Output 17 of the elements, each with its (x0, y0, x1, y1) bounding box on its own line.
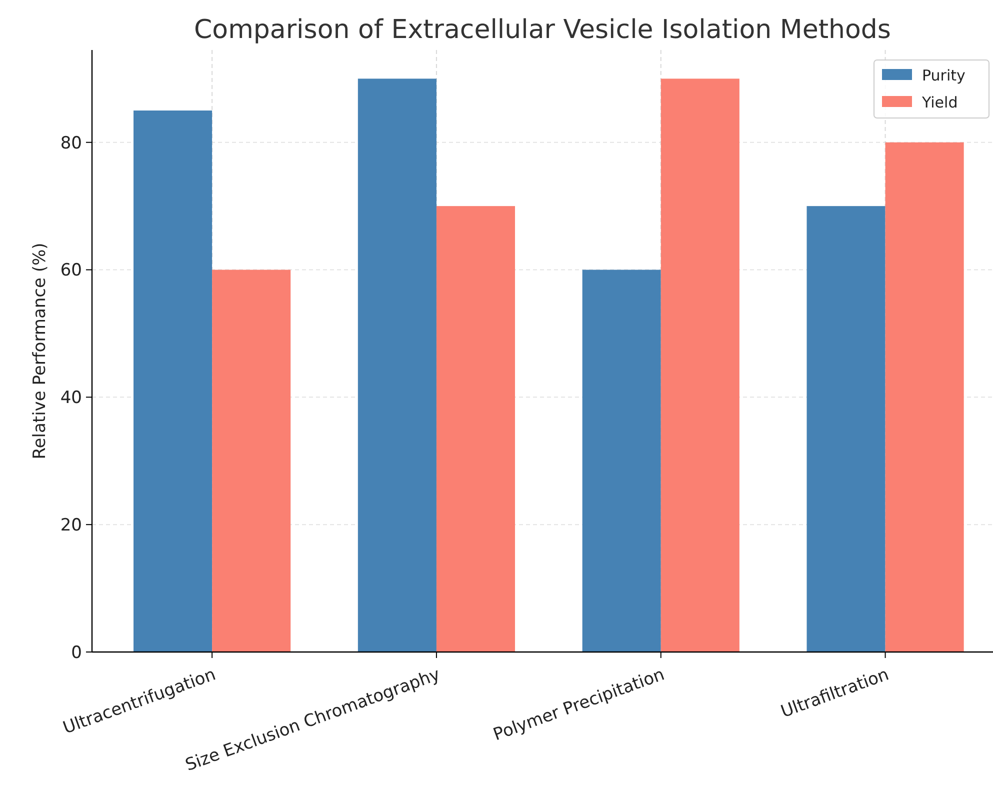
y-tick-label: 20 (60, 516, 82, 536)
bar (885, 142, 964, 652)
legend-label: Yield (921, 93, 958, 112)
bar (582, 270, 661, 652)
y-tick-label: 80 (60, 133, 82, 154)
bar (660, 78, 740, 652)
y-tick-label: 40 (60, 388, 82, 408)
legend-label: Purity (922, 66, 966, 84)
bar (358, 78, 436, 652)
y-tick-label: 0 (71, 642, 82, 663)
chart-title: Comparison of Extracellular Vesicle Isolation Methods (194, 15, 891, 45)
bar (134, 110, 212, 652)
bar (436, 206, 516, 652)
y-axis-title: Relative Performance (%) (30, 242, 50, 460)
bar (806, 206, 886, 652)
y-tick-label: 60 (60, 260, 82, 281)
bar (212, 270, 291, 652)
